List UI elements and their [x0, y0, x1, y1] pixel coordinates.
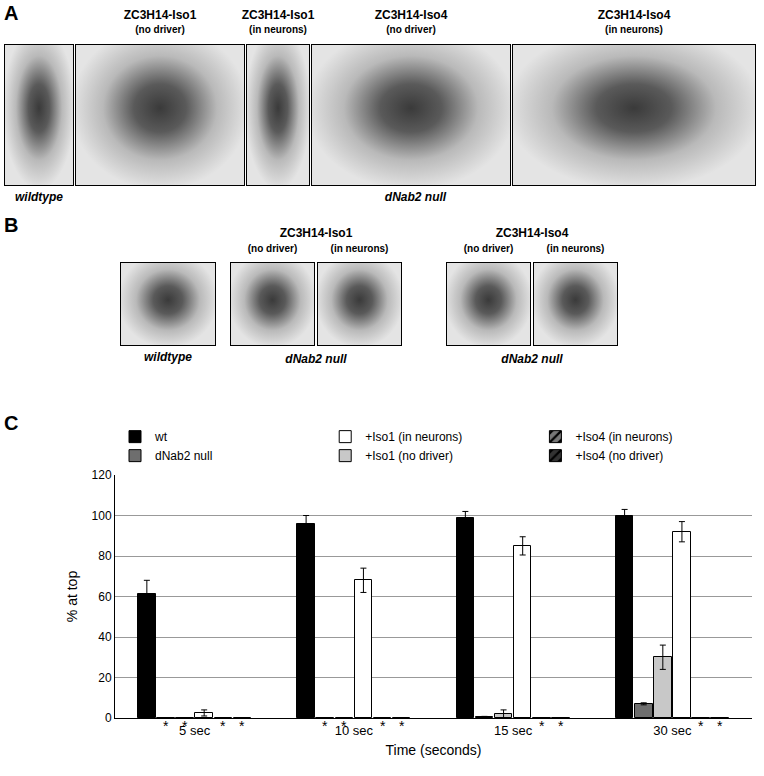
- html-text:(in neurons): (in neurons): [330, 243, 389, 254]
- html-text:(in neurons): (in neurons): [546, 243, 605, 254]
- svg-text:*: *: [698, 718, 704, 734]
- svg-text:5 sec: 5 sec: [179, 723, 211, 738]
- svg-text:15 sec: 15 sec: [494, 723, 533, 738]
- svg-text:*: *: [220, 718, 226, 734]
- html-text:(no driver): (no driver): [463, 243, 514, 254]
- svg-text:40: 40: [98, 630, 112, 644]
- html-text:(no driver): (no driver): [247, 243, 298, 254]
- html-text:(no driver): (no driver): [386, 24, 436, 35]
- svg-text:*: *: [539, 718, 545, 734]
- html-text:ZC3H14-Iso4: ZC3H14-Iso4: [495, 226, 569, 240]
- svg-text:+Iso4 (in neurons): +Iso4 (in neurons): [575, 430, 672, 444]
- html-text:B: B: [4, 214, 19, 236]
- svg-text:30 sec: 30 sec: [653, 723, 692, 738]
- svg-text:+Iso4 (no driver): +Iso4 (no driver): [575, 449, 663, 463]
- html-text:ZC3H14-Iso1: ZC3H14-Iso1: [279, 226, 353, 240]
- svg-text:80: 80: [98, 549, 112, 563]
- svg-text:120: 120: [92, 468, 112, 482]
- html-text:ZC3H14-Iso4: ZC3H14-Iso4: [597, 8, 671, 22]
- svg-text:0: 0: [105, 711, 112, 725]
- html-text:ZC3H14-Iso4: ZC3H14-Iso4: [374, 8, 448, 22]
- svg-text:*: *: [399, 718, 405, 734]
- html-text:A: A: [4, 2, 19, 24]
- svg-text:10 sec: 10 sec: [335, 723, 374, 738]
- svg-text:*: *: [163, 718, 169, 734]
- svg-text:*: *: [341, 718, 347, 734]
- svg-text:*: *: [182, 718, 188, 734]
- html-text:wildtype: wildtype: [15, 190, 63, 204]
- svg-text:Time (seconds): Time (seconds): [386, 742, 482, 758]
- html-text:(no driver): (no driver): [135, 24, 185, 35]
- svg-text:*: *: [380, 718, 386, 734]
- svg-text:wt: wt: [154, 430, 168, 444]
- html-text:(in neurons): (in neurons): [249, 24, 307, 35]
- svg-text:*: *: [558, 718, 564, 734]
- html-text:wildtype: wildtype: [144, 350, 192, 364]
- html-text:dNab2 null: dNab2 null: [285, 352, 347, 366]
- svg-text:*: *: [322, 718, 328, 734]
- html-text:dNab2 null: dNab2 null: [384, 190, 447, 204]
- html-text:dNab2 null: dNab2 null: [501, 352, 563, 366]
- svg-text:% at top: % at top: [64, 571, 80, 623]
- svg-text:+Iso1 (no driver): +Iso1 (no driver): [365, 449, 453, 463]
- svg-text:100: 100: [92, 509, 112, 523]
- svg-text:60: 60: [98, 590, 112, 604]
- svg-text:dNab2 null: dNab2 null: [155, 449, 212, 463]
- svg-text:+Iso1 (in neurons): +Iso1 (in neurons): [365, 430, 462, 444]
- svg-text:20: 20: [98, 671, 112, 685]
- svg-text:*: *: [239, 718, 245, 734]
- html-text:C: C: [4, 412, 19, 434]
- html-text:ZC3H14-Iso1: ZC3H14-Iso1: [241, 8, 315, 22]
- html-text:ZC3H14-Iso1: ZC3H14-Iso1: [123, 8, 197, 22]
- html-text:(in neurons): (in neurons): [605, 24, 663, 35]
- svg-text:*: *: [717, 718, 723, 734]
